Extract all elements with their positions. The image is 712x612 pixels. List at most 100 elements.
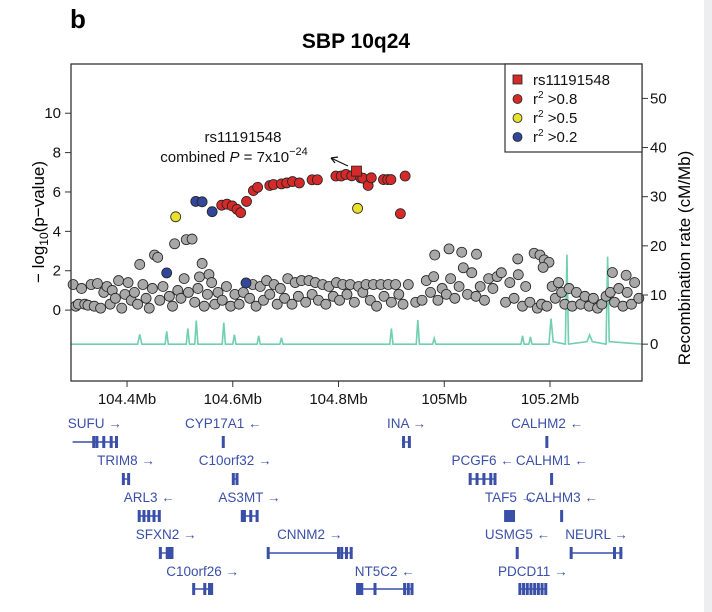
- snp-point: [182, 286, 194, 298]
- snp-point: [428, 271, 440, 283]
- gene-track: SUFU → CYP17A1 ← INA → CALHM2 ← TRIM8 → C10or…: [68, 416, 628, 595]
- snp-point: [286, 298, 298, 310]
- snp-point: [553, 277, 564, 288]
- gene-exon: [402, 436, 406, 448]
- legend-label: r2 >0.8: [533, 90, 577, 108]
- gene-exon: [544, 583, 548, 595]
- snp-point: [348, 296, 360, 308]
- y2-tick-label: 40: [650, 140, 667, 157]
- snp-point: [292, 290, 304, 302]
- snp-point: [244, 292, 256, 304]
- gene-exon: [406, 583, 410, 595]
- snp-point: [167, 300, 178, 312]
- gene-exon: [525, 583, 529, 595]
- gene-label: CALHM1 ←: [516, 453, 588, 468]
- snp-point: [161, 267, 173, 279]
- gene-label: INA →: [387, 416, 426, 431]
- legend-circle-marker: [512, 132, 523, 142]
- snp-point: [445, 273, 457, 285]
- gene-calhm1: CALHM1 ←: [516, 453, 588, 485]
- gene-exon: [512, 510, 516, 522]
- snp-point: [122, 277, 134, 288]
- gene-as3mt: AS3MT →: [218, 490, 280, 522]
- snp-point: [537, 261, 549, 273]
- gene-exon: [509, 510, 513, 522]
- snp-point: [76, 283, 87, 294]
- gene-nt5c2: NT5C2 ←: [355, 564, 415, 595]
- snp-point: [196, 258, 208, 269]
- snp-point: [134, 259, 146, 270]
- gene-exon: [249, 510, 253, 522]
- gene-exon: [475, 473, 479, 485]
- gene-exon: [168, 547, 172, 559]
- snp-point: [457, 262, 469, 274]
- y-tick-label: 6: [53, 184, 61, 201]
- gene-ina: INA →: [387, 416, 426, 448]
- snp-point: [390, 279, 402, 290]
- gene-exon: [410, 583, 414, 595]
- gene-exon: [569, 547, 573, 559]
- snp-point: [113, 275, 124, 286]
- y-tick-label: 2: [53, 263, 61, 280]
- gene-exon: [529, 583, 533, 595]
- gene-pdcd11: PDCD11 →: [498, 564, 568, 595]
- gene-sufu: SUFU →: [68, 416, 122, 448]
- gene-exon: [127, 473, 131, 485]
- snp-point: [192, 283, 204, 294]
- snp-point: [152, 251, 164, 263]
- gene-exon: [208, 583, 212, 595]
- x-tick-label: 104.8Mb: [309, 391, 367, 408]
- plot-frame: [70, 63, 643, 382]
- snp-point: [147, 283, 158, 294]
- gene-exon: [137, 510, 141, 522]
- gene-exon: [147, 510, 151, 522]
- snp-point: [541, 300, 553, 312]
- gene-exon: [358, 583, 362, 595]
- snp-point: [216, 294, 228, 306]
- gene-cnnm2: CNNM2 →: [266, 527, 353, 559]
- snp-point: [620, 269, 632, 281]
- lead-annotation: rs11191548 combined P = 7x10−24: [160, 129, 349, 167]
- snp-point: [402, 279, 414, 290]
- snp-point: [233, 298, 245, 310]
- snp-point: [178, 273, 190, 285]
- gene-exon: [170, 547, 174, 559]
- gene-exon: [152, 510, 156, 522]
- snp-point: [221, 281, 232, 292]
- snp-point: [471, 248, 482, 260]
- gene-sfxn2: SFXN2 →: [136, 527, 197, 559]
- gene-label: TRIM8 →: [97, 453, 155, 468]
- chart-title: SBP 10q24: [302, 30, 410, 53]
- snp-point: [271, 298, 283, 310]
- y2-axis-label: Recombination rate (cM/Mb): [675, 151, 694, 365]
- legend-circle-marker: [512, 113, 523, 123]
- snp-point: [495, 267, 507, 279]
- gene-exon: [157, 510, 161, 522]
- legend-label: rs11191548: [533, 72, 610, 89]
- gene-exon: [340, 547, 344, 559]
- gene-exon: [613, 547, 617, 559]
- snp-point: [352, 202, 363, 214]
- snp-point: [293, 177, 305, 189]
- annotation-p: combined P = 7x10−24: [160, 146, 308, 166]
- y2-tick-label: 20: [650, 238, 667, 255]
- snp-point: [154, 294, 166, 306]
- snp-point: [432, 294, 444, 306]
- x-tick-label: 105Mb: [421, 391, 467, 408]
- y2-tick-label: 30: [650, 189, 667, 206]
- snp-point: [378, 290, 390, 302]
- snp-point: [189, 296, 201, 308]
- annotation-arrow: [330, 157, 349, 167]
- y2-tick-label: 0: [650, 336, 658, 353]
- snp-point: [198, 300, 210, 312]
- panel-label: b: [70, 4, 86, 34]
- snp-point: [95, 302, 107, 314]
- snp-point: [143, 302, 155, 314]
- snp-point: [512, 253, 524, 265]
- snp-point: [175, 292, 187, 304]
- gene-label: SUFU →: [68, 416, 122, 431]
- snp-point: [508, 292, 520, 304]
- gene-exon: [545, 436, 549, 448]
- recombination-layer: [71, 254, 643, 346]
- gene-exon: [536, 583, 540, 595]
